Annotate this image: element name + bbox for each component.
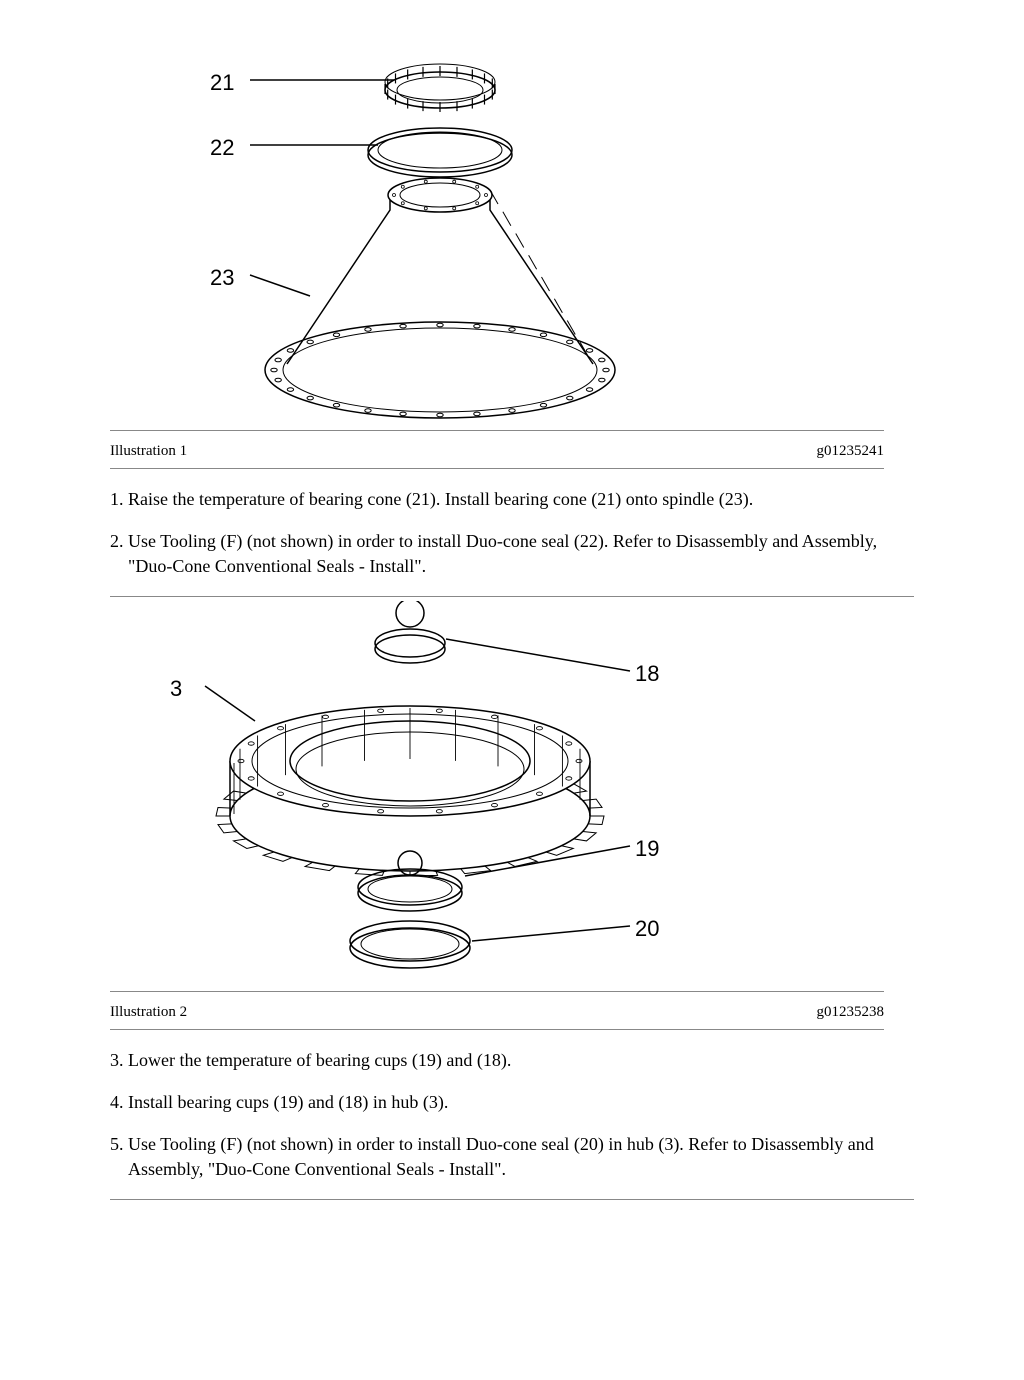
callout-21: 21: [210, 70, 234, 96]
callout-19: 19: [635, 836, 659, 862]
illustration-2-caption: Illustration 2 g01235238: [110, 991, 884, 1030]
illustration-1-block: 21 22 23 Illustration 1 g01235241: [110, 40, 884, 469]
illustration-2-code: g01235238: [817, 1004, 885, 1021]
illustration-1-figure: 21 22 23: [110, 40, 884, 430]
steps-list-b: Lower the temperature of bearing cups (1…: [100, 1048, 904, 1181]
step-1: Raise the temperature of bearing cone (2…: [128, 487, 904, 511]
callout-3: 3: [170, 676, 182, 702]
illustration-2-block: 3 18 19 20 Illustration 2 g01235238: [110, 601, 884, 1030]
illustration-1-label: Illustration 1: [110, 443, 187, 460]
illustration-1-code: g01235241: [817, 443, 885, 460]
callout-20: 20: [635, 916, 659, 942]
step-4: Install bearing cups (19) and (18) in hu…: [128, 1090, 904, 1114]
step-5: Use Tooling (F) (not shown) in order to …: [128, 1132, 904, 1181]
illustration-2-label: Illustration 2: [110, 1004, 187, 1021]
separator-2: [110, 1199, 914, 1200]
callout-23: 23: [210, 265, 234, 291]
steps-list-a: Raise the temperature of bearing cone (2…: [100, 487, 904, 578]
step-2: Use Tooling (F) (not shown) in order to …: [128, 529, 904, 578]
illustration-2-figure: 3 18 19 20: [110, 601, 884, 991]
callout-22: 22: [210, 135, 234, 161]
callout-18: 18: [635, 661, 659, 687]
step-3: Lower the temperature of bearing cups (1…: [128, 1048, 904, 1072]
separator-1: [110, 596, 914, 597]
illustration-1-caption: Illustration 1 g01235241: [110, 430, 884, 469]
illustration-1-svg: [110, 40, 750, 420]
